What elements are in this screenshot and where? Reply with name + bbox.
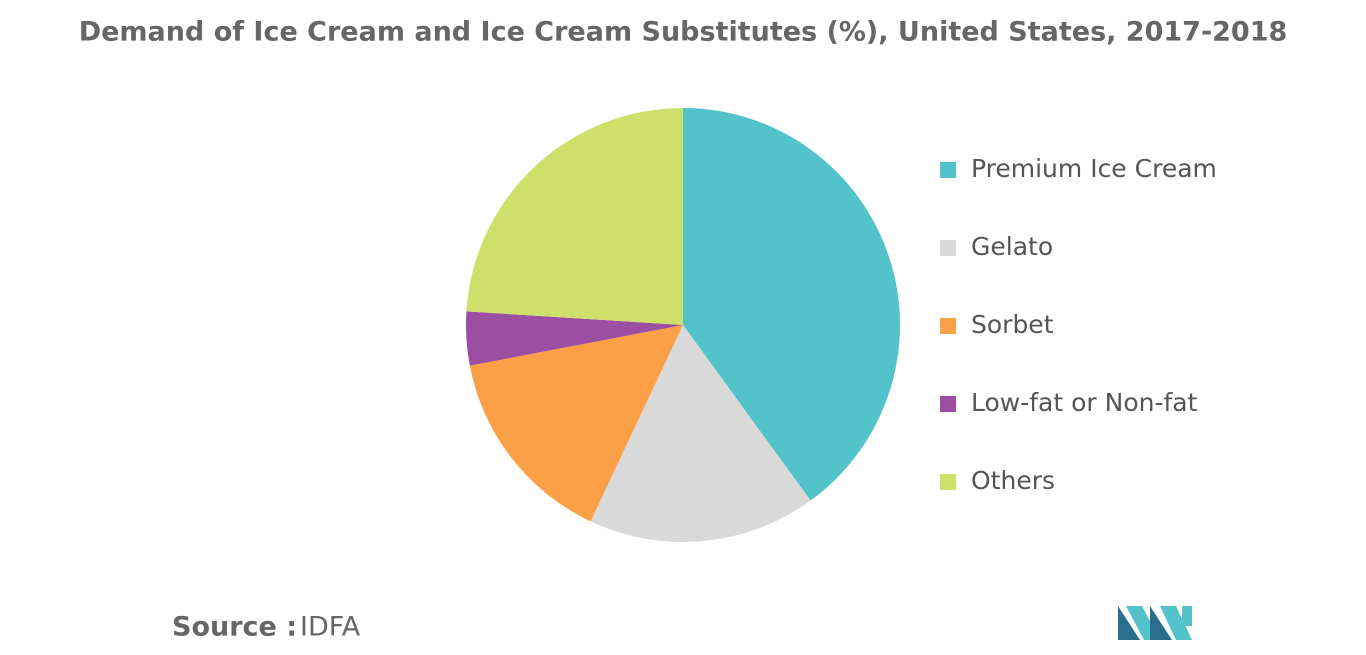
legend-label: Sorbet — [971, 310, 1054, 339]
legend-label: Premium Ice Cream — [971, 154, 1217, 183]
pie-slice — [683, 108, 900, 501]
pie-slice — [469, 325, 683, 522]
legend-swatch — [940, 162, 956, 178]
source: IDFA — [300, 612, 361, 643]
legend-swatch — [940, 474, 956, 490]
logo — [1118, 606, 1192, 640]
pie-slice — [590, 325, 811, 542]
pie-slice — [465, 311, 683, 366]
legend-label: Gelato — [971, 232, 1053, 261]
pie-slice — [466, 108, 683, 325]
chart-title: Demand of Ice Cream and Ice Cream Substi… — [79, 17, 1288, 48]
legend-swatch — [940, 396, 956, 412]
legend-swatch — [940, 318, 956, 334]
source-label: Source : — [172, 612, 297, 643]
legend-label: Others — [971, 466, 1055, 495]
legend-swatch — [940, 240, 956, 256]
legend-label: Low-fat or Non-fat — [971, 388, 1198, 417]
